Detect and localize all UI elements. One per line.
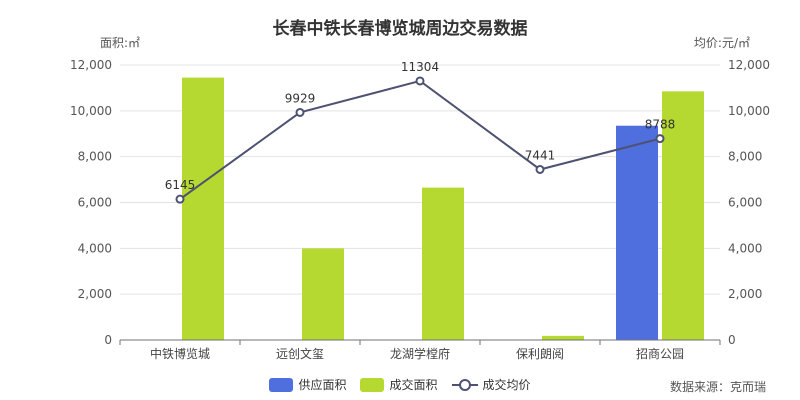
avg-price-data-label: 8788 (645, 118, 676, 132)
y-tick-label-left: 4,000 (78, 241, 112, 255)
y-tick-label-right: 10,000 (728, 104, 770, 118)
y-tick-label-right: 0 (728, 333, 736, 347)
x-tick-label: 中铁博览城 (150, 346, 210, 361)
legend-label-supply: 供应面积 (298, 378, 347, 392)
legend-item-deal-area[interactable]: 成交面积 (360, 376, 438, 393)
avg-price-point (535, 164, 545, 174)
y-tick-label-right: 6,000 (728, 196, 762, 210)
avg-price-point (415, 76, 425, 86)
y-tick-label-right: 4,000 (728, 241, 762, 255)
y-tick-label-right: 8,000 (728, 150, 762, 164)
y-tick-label-left: 2,000 (78, 287, 112, 301)
right-axis-unit-label: 均价:元/㎡ (693, 36, 750, 50)
bar-deal-area (662, 91, 704, 341)
x-tick-label: 龙湖学樘府 (390, 346, 450, 361)
avg-price-point (295, 107, 305, 117)
avg-price-line (179, 79, 661, 200)
legend-label-deal-area: 成交面积 (389, 378, 438, 392)
bar-deal-area (182, 77, 224, 341)
avg-price-data-label: 9929 (285, 91, 316, 105)
legend-label-avg-price: 成交均价 (482, 378, 531, 392)
legend-item-avg-price[interactable]: 成交均价 (451, 376, 531, 393)
chart-title: 长春中铁长春博览城周边交易数据 (272, 19, 528, 39)
bar-supply (616, 125, 658, 341)
avg-price-data-label: 11304 (401, 60, 439, 74)
avg-price-data-label: 6145 (165, 178, 196, 192)
price-line-layer: 6145 9929 11304 7441 8788 (165, 60, 676, 204)
legend-swatch-avg-price (451, 378, 478, 392)
left-axis-unit-label: 面积:㎡ (100, 36, 141, 50)
y-tick-label-left: 10,000 (70, 104, 112, 118)
x-tick-label: 远创文玺 (276, 346, 324, 361)
bar-deal-area (542, 335, 584, 340)
bar-deal-area (422, 187, 464, 340)
y-tick-label-left: 0 (104, 333, 112, 347)
y-tick-label-left: 6,000 (78, 196, 112, 210)
y-tick-label-right: 2,000 (728, 287, 762, 301)
data-source-note: 数据来源：克而瑞 (669, 380, 766, 394)
bars (182, 77, 704, 341)
legend-item-supply[interactable]: 供应面积 (269, 376, 346, 393)
bar-deal-area (302, 248, 344, 340)
x-tick-label: 保利朗阅 (516, 347, 564, 361)
legend-swatch-supply (269, 377, 294, 392)
y-tick-label-left: 12,000 (70, 58, 112, 72)
x-tick-label: 招商公园 (636, 346, 684, 361)
avg-price-point (655, 134, 665, 144)
y-tick-label-left: 8,000 (78, 150, 112, 164)
legend-swatch-deal-area (360, 377, 385, 392)
avg-price-point (175, 194, 185, 204)
y-tick-label-right: 12,000 (728, 58, 770, 72)
axes: 0 0 2,000 2,000 4,000 4,000 6,000 6,000 8,000 8,0… (70, 58, 770, 361)
avg-price-data-label: 7441 (525, 148, 556, 162)
legend: 供应面积 成交面积 成交均价 (0, 376, 800, 393)
